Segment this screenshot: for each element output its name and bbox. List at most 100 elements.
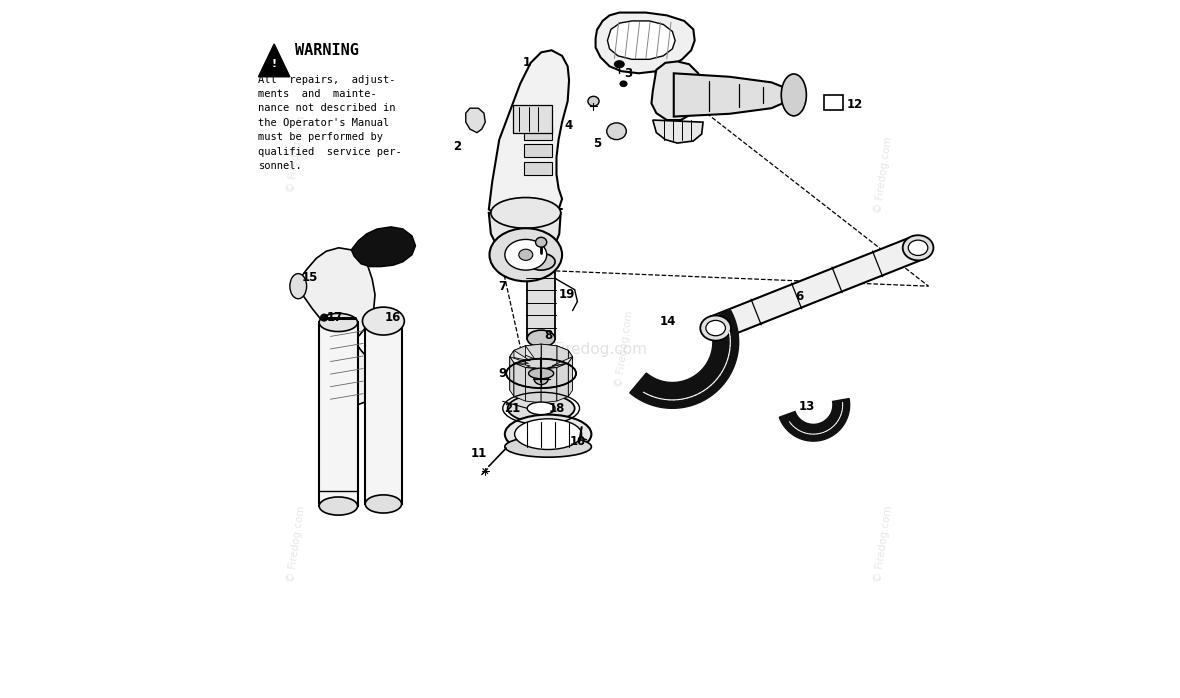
Polygon shape [258, 44, 290, 77]
Polygon shape [525, 368, 542, 403]
Polygon shape [510, 350, 530, 361]
Polygon shape [552, 357, 572, 366]
Polygon shape [514, 346, 535, 359]
Ellipse shape [529, 368, 553, 379]
Polygon shape [630, 309, 739, 408]
Ellipse shape [290, 274, 307, 299]
Text: 2: 2 [453, 140, 461, 153]
Ellipse shape [362, 307, 405, 335]
Bar [524, 144, 551, 157]
Text: 8: 8 [544, 329, 552, 341]
Polygon shape [712, 236, 923, 340]
Polygon shape [525, 344, 542, 379]
Polygon shape [651, 61, 703, 120]
Text: © Firedog.com: © Firedog.com [873, 135, 893, 214]
Ellipse shape [505, 436, 591, 457]
Polygon shape [319, 322, 358, 506]
Polygon shape [542, 368, 557, 403]
Polygon shape [674, 73, 793, 117]
Polygon shape [542, 368, 557, 369]
Text: © Firedog.com: © Firedog.com [287, 114, 307, 193]
Bar [513, 105, 551, 133]
Text: © Firedog.com: © Firedog.com [873, 505, 893, 584]
Polygon shape [525, 344, 542, 358]
Polygon shape [542, 344, 557, 359]
Ellipse shape [903, 235, 933, 260]
Polygon shape [525, 368, 542, 369]
Ellipse shape [607, 123, 627, 140]
Text: 17: 17 [327, 311, 343, 324]
Ellipse shape [527, 402, 555, 415]
Polygon shape [489, 50, 569, 220]
Ellipse shape [615, 61, 624, 68]
Polygon shape [510, 357, 529, 364]
Ellipse shape [321, 314, 328, 321]
Polygon shape [527, 262, 555, 339]
Ellipse shape [781, 74, 806, 116]
Polygon shape [779, 399, 850, 441]
Ellipse shape [319, 313, 358, 332]
Text: 9: 9 [499, 367, 507, 380]
Polygon shape [489, 213, 560, 260]
Polygon shape [514, 363, 525, 401]
Ellipse shape [527, 330, 555, 347]
Ellipse shape [706, 320, 726, 336]
Polygon shape [548, 363, 569, 368]
Text: 10: 10 [569, 435, 585, 447]
Text: 16: 16 [385, 311, 401, 324]
Ellipse shape [536, 237, 546, 247]
Ellipse shape [319, 497, 358, 515]
Ellipse shape [490, 228, 562, 281]
Text: 13: 13 [798, 400, 814, 413]
Text: 14: 14 [660, 315, 676, 327]
Ellipse shape [514, 419, 582, 450]
Text: 11: 11 [470, 447, 486, 460]
Polygon shape [510, 350, 514, 390]
Polygon shape [510, 357, 514, 396]
Ellipse shape [700, 315, 730, 341]
Text: © Firedog.com: © Firedog.com [533, 341, 647, 357]
Text: 21: 21 [504, 402, 520, 415]
Polygon shape [557, 363, 569, 401]
Text: 4: 4 [565, 119, 573, 132]
Bar [524, 127, 551, 140]
Polygon shape [366, 320, 401, 504]
Text: 5: 5 [592, 137, 601, 149]
Polygon shape [542, 344, 557, 379]
Text: © Firedog.com: © Firedog.com [615, 310, 635, 388]
Polygon shape [466, 108, 485, 133]
Polygon shape [552, 346, 569, 361]
Text: © Firedog.com: © Firedog.com [287, 505, 307, 584]
Ellipse shape [535, 373, 549, 385]
Bar [824, 95, 844, 110]
Polygon shape [596, 13, 695, 73]
Text: 18: 18 [549, 402, 565, 415]
Text: 19: 19 [559, 288, 575, 301]
Polygon shape [557, 346, 569, 384]
Text: 6: 6 [795, 290, 804, 303]
Text: 12: 12 [847, 98, 864, 111]
Text: 1: 1 [523, 57, 531, 69]
Text: WARNING: WARNING [295, 43, 360, 58]
Ellipse shape [505, 239, 546, 270]
Polygon shape [553, 350, 572, 364]
Polygon shape [608, 21, 675, 59]
Ellipse shape [588, 96, 599, 106]
Ellipse shape [505, 415, 591, 454]
Text: 3: 3 [624, 67, 632, 80]
Ellipse shape [909, 240, 927, 255]
Ellipse shape [620, 81, 627, 87]
Ellipse shape [507, 394, 575, 422]
Polygon shape [297, 248, 378, 406]
Polygon shape [514, 346, 525, 384]
Ellipse shape [366, 495, 401, 513]
Polygon shape [569, 357, 572, 396]
Text: !: ! [271, 59, 277, 68]
Text: 7: 7 [499, 280, 507, 292]
Ellipse shape [527, 253, 555, 270]
Polygon shape [653, 120, 703, 143]
Text: 15: 15 [301, 272, 317, 284]
Polygon shape [514, 363, 530, 368]
Polygon shape [569, 350, 572, 390]
Text: All  repairs,  adjust-
ments  and  mainte-
nance not described in
the Operator's: All repairs, adjust- ments and mainte- n… [258, 75, 402, 171]
